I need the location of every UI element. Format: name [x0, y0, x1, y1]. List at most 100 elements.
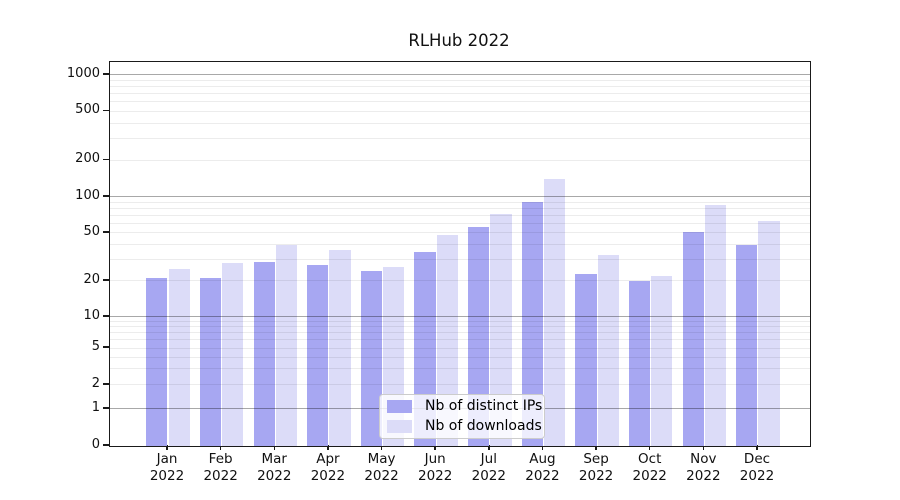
- y-tick-label: 5: [91, 339, 100, 354]
- y-tick-label: 2: [91, 375, 100, 391]
- x-tick-label: Apr 2022: [310, 451, 346, 484]
- gridline-minor: [110, 101, 810, 103]
- gridline-minor: [110, 356, 810, 358]
- x-tick-label: Mar 2022: [257, 451, 292, 484]
- y-tick-label: 200: [75, 151, 100, 167]
- legend-label-distinct-ips: Nb of distinct IPs: [425, 398, 543, 414]
- gridline-major: [110, 196, 810, 198]
- y-tick-label: 1000: [66, 66, 100, 82]
- y-tick-label: 100: [75, 188, 100, 203]
- x-tick-mark: [649, 445, 651, 450]
- y-tick-label: 20: [83, 271, 100, 287]
- chart-title: RLHub 2022: [408, 31, 510, 50]
- legend: Nb of distinct IPs Nb of downloads: [379, 394, 545, 439]
- legend-swatch-downloads: [387, 420, 412, 433]
- gridline-minor: [110, 86, 810, 88]
- gridline-minor: [110, 138, 810, 140]
- gridline-minor: [110, 232, 810, 234]
- gridline-minor: [110, 223, 810, 225]
- x-tick-label: Jan 2022: [149, 451, 185, 484]
- y-tick-mark: [102, 444, 109, 446]
- gridline-minor: [110, 215, 810, 217]
- bar-distinct-ips: [199, 278, 222, 446]
- gridline-major: [110, 74, 810, 76]
- x-tick-mark: [595, 445, 597, 450]
- bar-downloads: [168, 269, 190, 446]
- bar-distinct-ips: [253, 261, 275, 446]
- x-tick-label: Jun 2022: [417, 451, 453, 484]
- x-tick-mark: [273, 445, 275, 450]
- x-tick-label: Feb 2022: [203, 451, 238, 484]
- x-tick-mark: [166, 445, 168, 450]
- bar-downloads: [758, 221, 780, 446]
- gridline-minor: [110, 80, 810, 82]
- y-tick-mark: [102, 195, 109, 197]
- gridline-minor: [110, 208, 810, 210]
- x-tick-mark: [488, 445, 490, 450]
- gridline-minor: [110, 339, 810, 341]
- x-tick-label: Dec 2022: [739, 451, 775, 484]
- y-tick-label: 50: [83, 223, 100, 239]
- bar-distinct-ips: [468, 227, 490, 446]
- gridline-minor: [110, 110, 810, 112]
- x-tick-label: Jul 2022: [471, 451, 506, 484]
- gridline-minor: [110, 159, 810, 161]
- y-tick-label: 1: [91, 399, 100, 415]
- bar-distinct-ips: [146, 278, 168, 446]
- y-tick-mark: [102, 73, 109, 75]
- bar-distinct-ips: [575, 273, 597, 446]
- x-tick-label: May 2022: [364, 451, 399, 484]
- gridline-minor: [110, 244, 810, 246]
- x-tick-mark: [541, 445, 544, 450]
- x-tick-mark: [434, 445, 436, 450]
- x-tick-mark: [702, 445, 705, 450]
- bar-downloads: [597, 254, 619, 446]
- y-tick-label: 10: [83, 308, 100, 323]
- gridline-minor: [110, 280, 810, 282]
- legend-item-distinct-ips: Nb of distinct IPs: [387, 399, 542, 414]
- y-tick-mark: [102, 407, 109, 409]
- bar-downloads: [275, 244, 297, 446]
- y-tick-mark: [102, 231, 109, 233]
- x-tick-mark: [380, 445, 383, 450]
- y-tick-mark: [102, 346, 109, 348]
- x-tick-label: Nov 2022: [686, 451, 721, 484]
- bar-downloads: [436, 235, 458, 446]
- legend-label-downloads: Nb of downloads: [425, 418, 542, 434]
- gridline-minor: [110, 384, 810, 386]
- bar-downloads: [490, 214, 512, 446]
- gridline-minor: [110, 347, 810, 349]
- gridline-minor: [110, 368, 810, 370]
- y-tick-label: 500: [75, 102, 100, 118]
- gridline-minor: [110, 259, 810, 261]
- bar-distinct-ips: [360, 271, 383, 446]
- y-tick-mark: [102, 383, 109, 385]
- bar-distinct-ips: [521, 202, 543, 446]
- gridline-minor: [110, 321, 810, 323]
- gridline-minor: [110, 332, 810, 334]
- y-tick-mark: [102, 279, 109, 281]
- bar-downloads: [329, 250, 351, 446]
- x-tick-mark: [756, 445, 758, 450]
- x-tick-label: Oct 2022: [632, 451, 667, 484]
- gridline-major: [110, 316, 810, 318]
- x-tick-label: Aug 2022: [525, 451, 560, 484]
- bar-distinct-ips: [629, 281, 651, 446]
- plot-area: [109, 61, 811, 447]
- gridline-minor: [110, 93, 810, 95]
- y-tick-label: 0: [91, 437, 100, 452]
- y-tick-mark: [102, 315, 109, 317]
- x-tick-mark: [219, 445, 222, 450]
- bar-distinct-ips: [307, 265, 329, 446]
- gridline-minor: [110, 326, 810, 328]
- bar-downloads: [222, 263, 244, 446]
- bar-downloads: [704, 205, 727, 446]
- y-tick-mark: [102, 109, 109, 112]
- gridline-minor: [110, 201, 810, 203]
- x-tick-label: Sep 2022: [578, 451, 614, 484]
- legend-swatch-distinct-ips: [387, 400, 412, 413]
- legend-item-downloads: Nb of downloads: [387, 419, 542, 434]
- y-tick-mark: [102, 158, 109, 161]
- bar-downloads: [543, 179, 566, 446]
